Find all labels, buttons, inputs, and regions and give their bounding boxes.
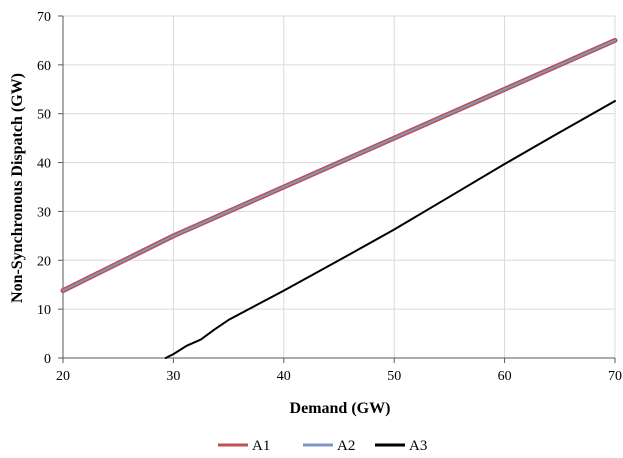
x-tick-label: 40 [277,369,291,384]
y-tick-label: 60 [37,59,51,74]
y-axis-title: Non-Synchronous Dispatch (GW) [9,73,26,303]
axes [58,16,615,363]
legend-label-a1: A1 [252,438,270,454]
y-tick-label: 30 [37,205,51,220]
series-lines [63,40,615,358]
y-tick-label: 20 [37,254,51,269]
y-tick-label: 70 [37,10,51,25]
y-tick-label: 50 [37,108,51,123]
y-tick-label: 40 [37,157,51,172]
y-tick-label: 0 [44,352,51,367]
y-tick-label: 10 [37,303,51,318]
x-tick-label: 60 [498,369,512,384]
tick-labels: 20 30 40 50 60 70 0 10 20 30 40 50 60 70 [37,10,622,384]
x-tick-label: 70 [608,369,622,384]
series-line-a2 [63,40,615,290]
x-axis-title: Demand (GW) [290,400,391,417]
x-tick-label: 30 [166,369,180,384]
legend-label-a3: A3 [409,438,427,454]
gridlines [63,16,615,358]
legend-label-a2: A2 [337,438,355,454]
legend: A1 A2 A3 [218,438,427,454]
x-tick-label: 50 [387,369,401,384]
x-tick-label: 20 [56,369,70,384]
